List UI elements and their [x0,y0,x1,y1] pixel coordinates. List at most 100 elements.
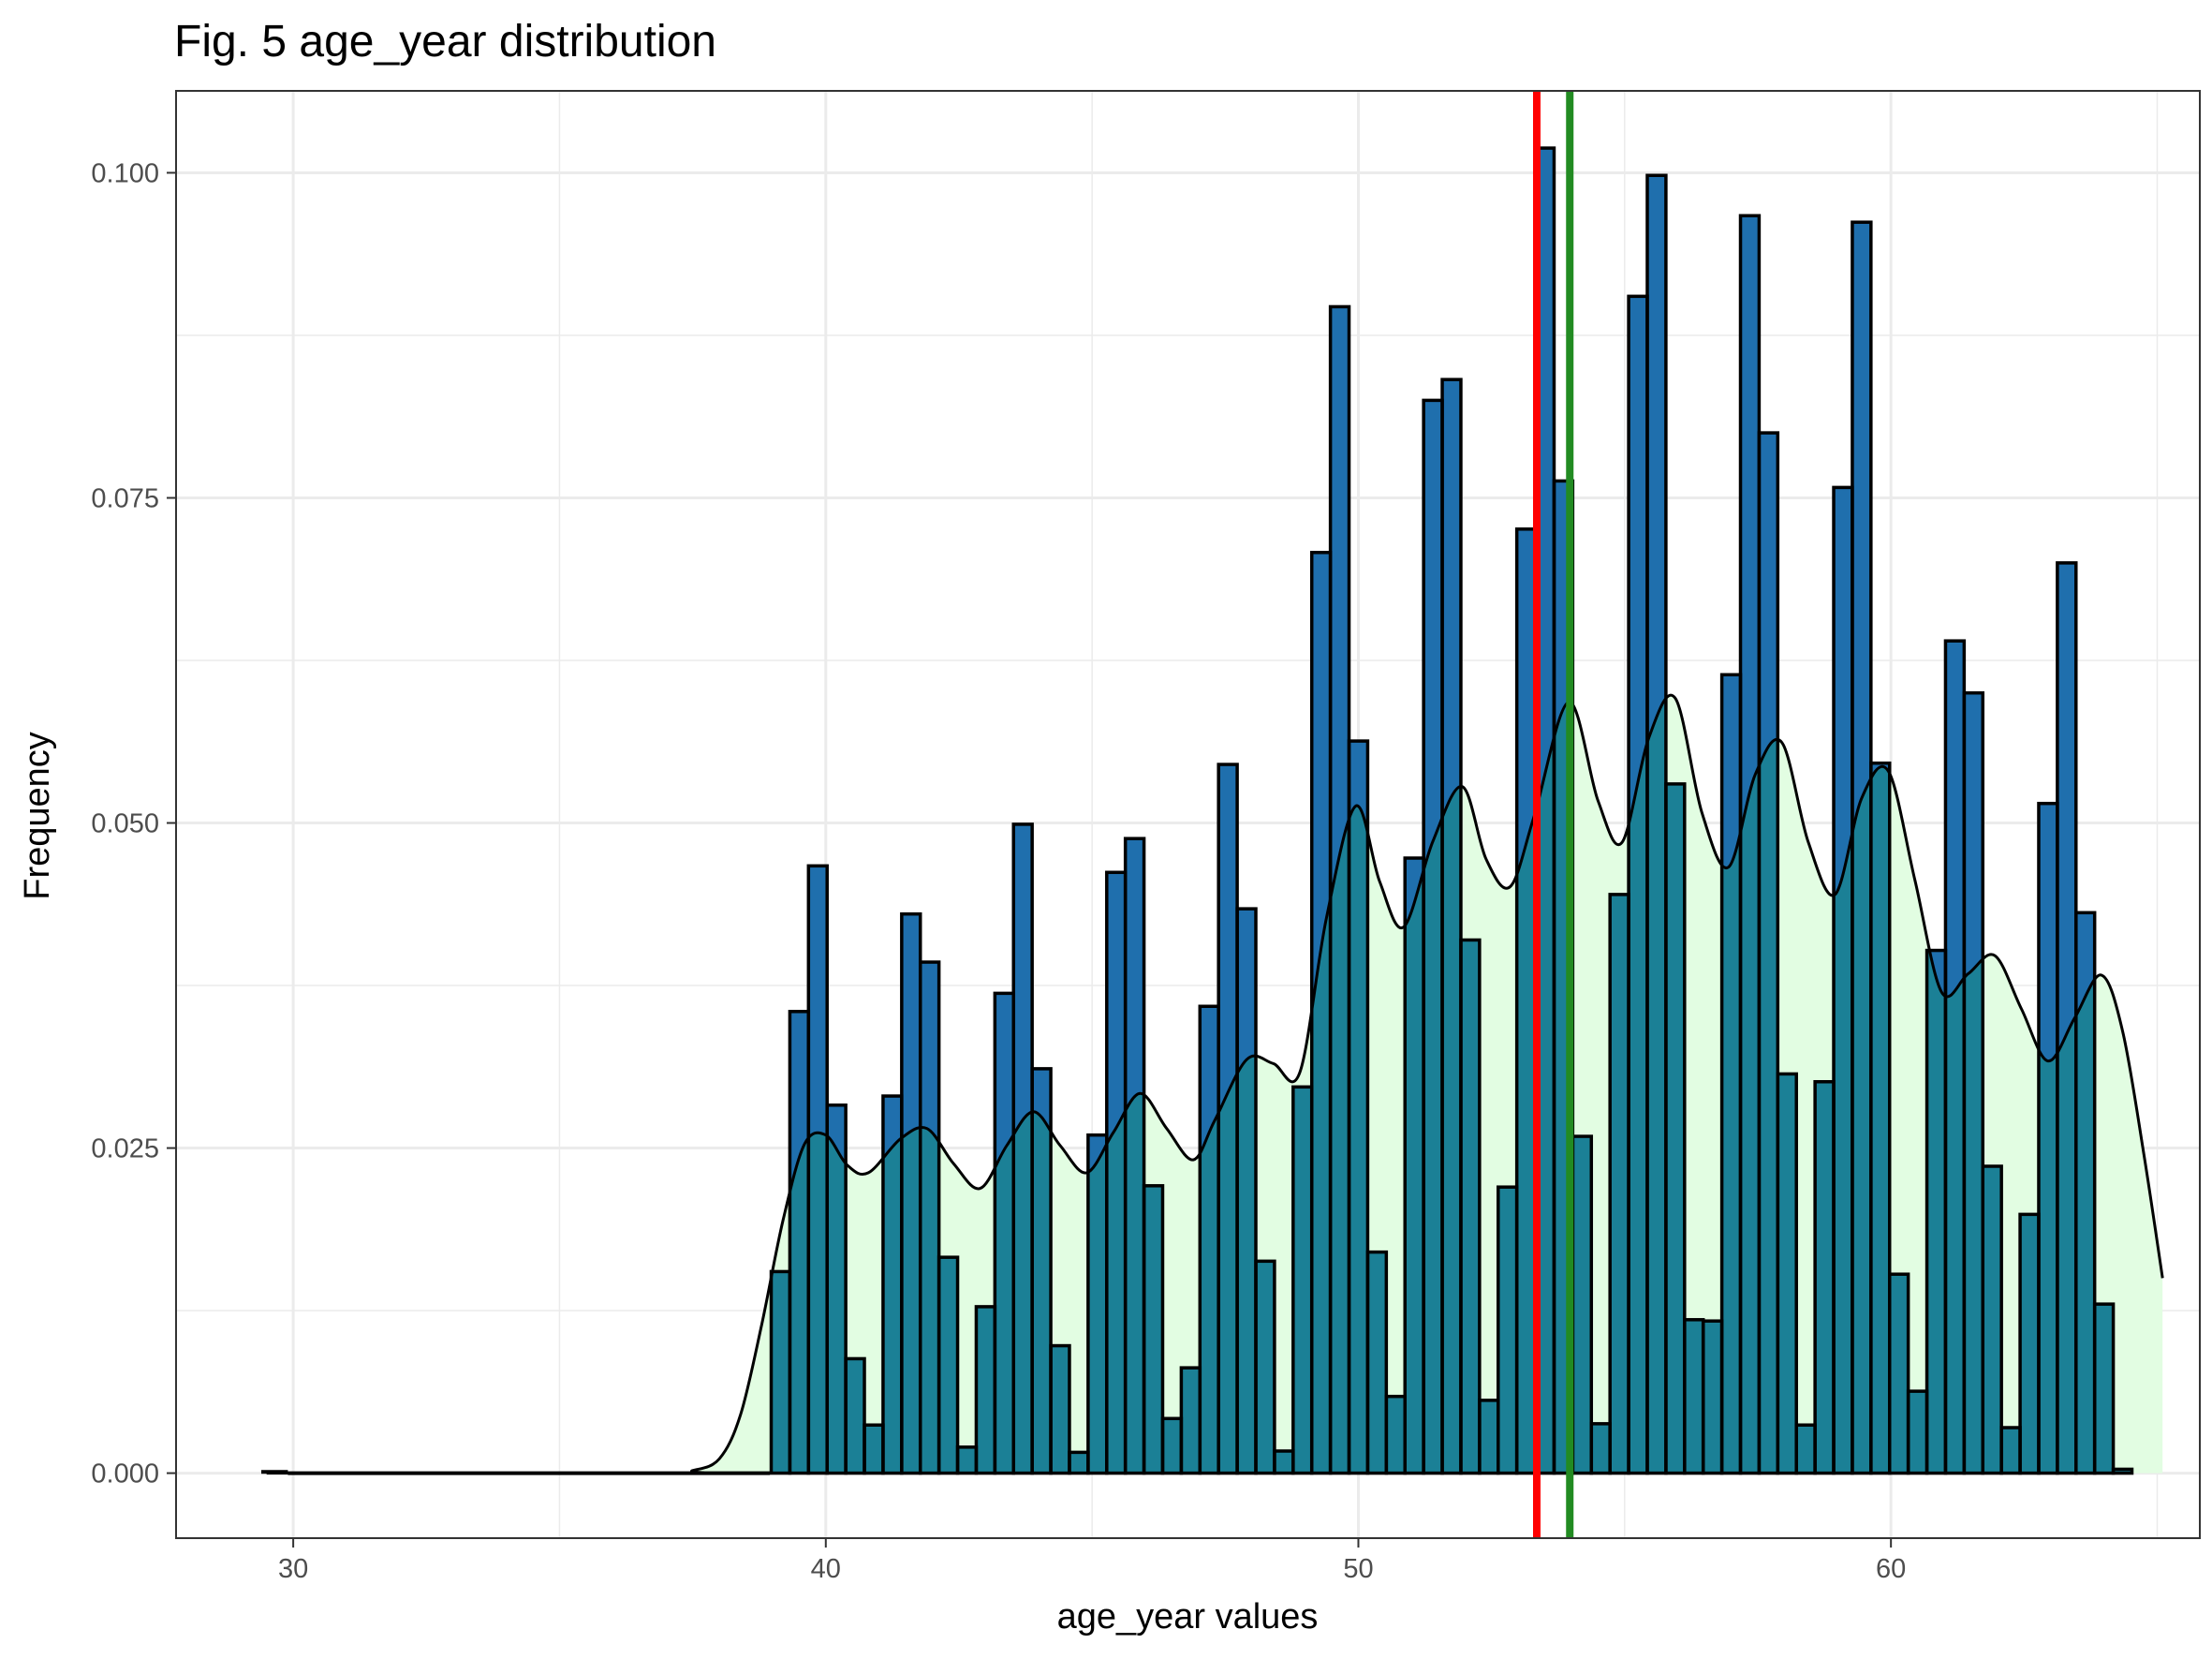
histogram-bar-overlap [1181,1368,1201,1474]
histogram-bar-overlap [2020,1214,2039,1474]
histogram-bar-outline [1254,1259,1276,1475]
histogram-bar-overlap [827,1104,847,1474]
histogram-bar-outline [1962,690,1985,1475]
histogram-bar-overlap [1759,695,1778,1474]
density-curve [266,693,2164,1475]
plot-panel-border [175,90,2201,1539]
histogram-bar-overlap [1870,763,1890,1474]
x-tick-label: 50 [1343,1554,1373,1584]
histogram-bar-overlap [1665,783,1685,1474]
histogram-bar-overlap [1796,1425,1816,1474]
histogram-bar-overlap [2094,1304,2114,1474]
histogram-bar-overlap [1069,1452,1088,1474]
histogram-bar-overlap [1274,1450,1293,1474]
histogram-bar-overlap [1740,695,1760,1474]
histogram-bar-outline [2074,911,2097,1475]
histogram-bar-overlap [1497,1187,1517,1474]
y-tick-label: 0.000 [91,1459,159,1489]
histogram-bar-outline [825,1103,848,1475]
histogram-bar-overlap [1684,1319,1703,1474]
histogram-bar-overlap [1442,695,1461,1474]
y-tick-label: 0.100 [91,158,159,188]
density-area-fill [266,695,2163,1474]
histogram-bar-overlap [846,1358,865,1474]
histogram-bar-outlines [260,146,2134,1475]
histogram-bar-overlap [1629,695,1647,1474]
histogram-bar-overlap [1479,1400,1498,1474]
histogram-bar-outline [1981,1164,2003,1475]
histogram-bar-overlap [1162,1418,1182,1474]
histogram-bar-overlap [976,1306,995,1474]
histogram-bar-outline [1142,1184,1165,1475]
histogram-bar-overlap [2113,1469,2132,1474]
histogram-bar-overlap [1703,1321,1722,1474]
histogram-bar-outline [844,1356,866,1475]
histogram-bar-outline [1459,938,1482,1475]
histogram-bar-overlap [1292,1087,1312,1474]
x-axis-ticks: 30 40 50 60 [278,1538,1906,1584]
y-axis-label: Frequency [18,732,57,900]
y-tick-label: 0.025 [91,1134,159,1164]
histogram-bar-overlap [1926,950,1946,1474]
histogram-bar-overlap [1423,695,1443,1474]
histogram-bar-outline [1049,1343,1071,1475]
y-axis-ticks: 0.000 0.025 0.050 0.075 0.100 [91,158,176,1489]
chart-title: Fig. 5 age_year distribution [174,17,716,67]
histogram-bar-outline [1365,1250,1389,1475]
histogram-bar-overlap [1610,894,1630,1474]
histogram-bar-overlap [1983,1165,2002,1474]
histogram-bar-outline [1347,739,1370,1475]
histogram-bar-outline [936,1255,960,1475]
histogram-bar-overlap [1908,1391,1927,1474]
x-tick-label: 30 [278,1554,308,1584]
histogram-bar-overlap [1646,695,1666,1474]
histogram-bar-overlap [882,1096,902,1474]
histogram-bar-overlap [1256,1261,1275,1474]
histogram-bar-overlap [1777,1074,1797,1474]
histogram-bar-overlap [1572,1136,1592,1474]
histogram-bar-outline [918,960,941,1475]
histogram-bar-outline [1776,1072,1798,1475]
histogram-bar-overlap [1851,695,1871,1474]
histogram-bar-overlap [1460,940,1480,1474]
histogram-bar-outline [1757,431,1780,1475]
histogram-bar-overlap [1051,1345,1069,1474]
histogram-bar-overlap [1889,1274,1909,1474]
histogram-bar-overlap [938,1257,958,1474]
reference-lines [1532,91,1574,1538]
histogram-bar-overlap [1405,858,1424,1474]
density-fill-layer [266,695,2163,1474]
histogram-bar-outline [1123,837,1146,1475]
histogram-bar-overlap [1087,1134,1107,1474]
density-line-layer [266,693,2164,1475]
histogram-bar-overlap [1143,1185,1163,1474]
histogram-bar-overlap [1721,695,1741,1474]
y-tick-label: 0.075 [91,483,159,513]
histogram-bar-overlap [1367,1252,1387,1474]
histogram-bar-outline [2111,1467,2134,1475]
histogram-bar-outline [1887,1272,1910,1475]
histogram-bar-overlap [2001,1428,2021,1474]
histogram-bar-overlap [1591,1423,1611,1474]
histogram-bar-overlap [1815,1081,1835,1474]
histogram-bar-outline [1030,1067,1053,1475]
histogram-bar-overlap [864,1425,883,1474]
histogram-bar-outline [1869,761,1892,1475]
x-tick-label: 40 [811,1554,841,1584]
histogram-bar-overlap [1330,695,1349,1474]
histogram-bar-overlap [771,1271,790,1474]
x-axis-label: age_year values [1057,1597,1319,1637]
histogram-bar-overlap [1386,1396,1406,1474]
histogram-bar-overlap [957,1446,977,1474]
histogram-bar-outline [1664,782,1687,1475]
histogram-bar-overlap [2075,912,2095,1474]
histogram-bar-overlap [1032,1068,1052,1474]
histogram-bar-overlap [1349,741,1368,1474]
histogram-bar-outline [2092,1302,2116,1475]
histogram-bar-overlap [1516,695,1536,1474]
histogram-bar-outline [1235,907,1258,1475]
x-tick-label: 60 [1876,1554,1906,1584]
y-tick-label: 0.050 [91,809,159,839]
histogram-bar-outline [1440,378,1463,1475]
